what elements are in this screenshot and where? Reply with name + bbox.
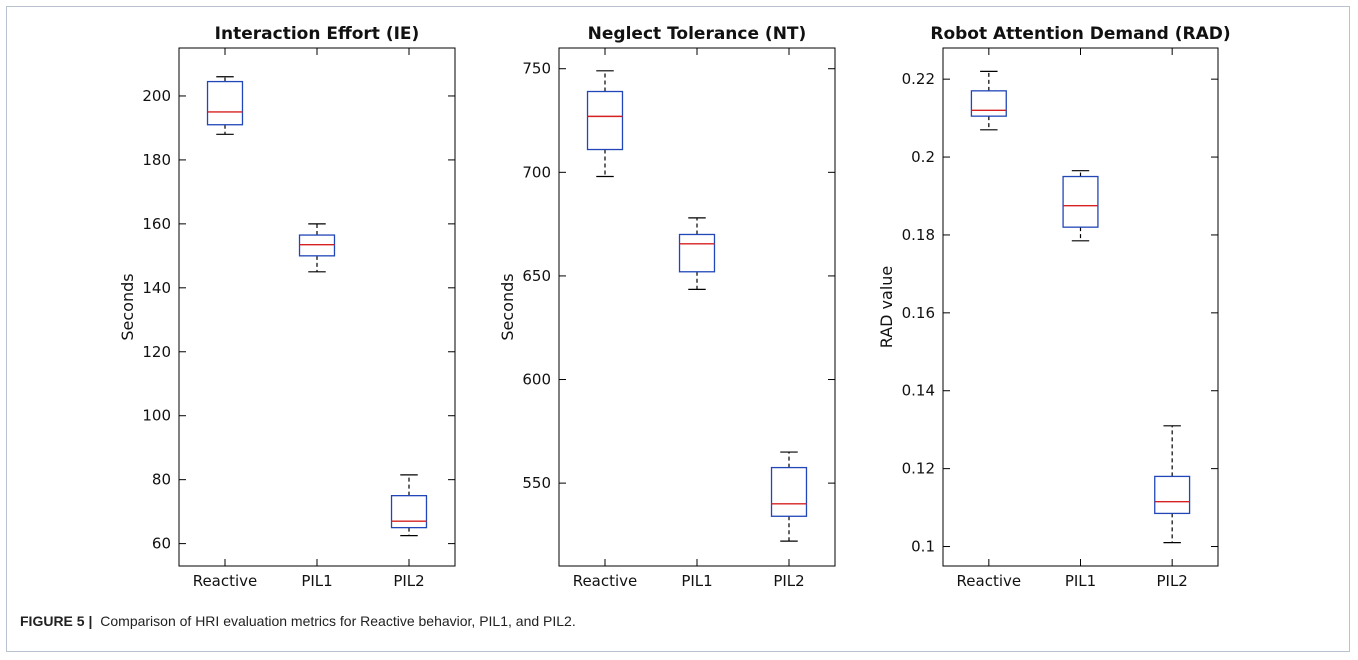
y-tick-label: 80 xyxy=(152,471,171,489)
chart-title: Neglect Tolerance (NT) xyxy=(588,24,807,44)
x-tick-label: Reactive xyxy=(957,572,1022,590)
x-tick-label: Reactive xyxy=(573,572,638,590)
y-tick-label: 0.16 xyxy=(902,304,935,322)
box-reactive xyxy=(970,70,1007,131)
iqr-box xyxy=(1154,475,1191,515)
y-tick-label: 100 xyxy=(142,407,171,425)
x-tick-label: PIL2 xyxy=(393,572,424,590)
chart-title: Robot Attention Demand (RAD) xyxy=(930,24,1230,44)
y-tick-label: 0.1 xyxy=(911,538,935,556)
y-tick-label: 200 xyxy=(142,87,171,105)
iqr-box xyxy=(390,495,428,529)
chart-panel-1: Interaction Effort (IE) Seconds 60 80 100 120… xyxy=(118,24,456,590)
y-tick-label: 750 xyxy=(522,60,551,78)
iqr-box xyxy=(298,234,336,257)
figure-label: FIGURE 5 | xyxy=(20,613,93,629)
iqr-box xyxy=(678,233,716,273)
y-tick-label: 0.22 xyxy=(902,70,935,88)
box-pil1 xyxy=(1062,170,1099,242)
chart-title: Interaction Effort (IE) xyxy=(215,24,420,44)
y-axis-label: Seconds xyxy=(498,273,517,340)
y-tick-label: 0.18 xyxy=(902,226,935,244)
box-pil2 xyxy=(390,474,428,537)
x-tick-label: PIL2 xyxy=(773,572,804,590)
y-tick-label: 120 xyxy=(142,343,171,361)
y-tick-label: 60 xyxy=(152,535,171,553)
iqr-box xyxy=(1062,175,1099,228)
y-tick-label: 600 xyxy=(522,371,551,389)
box-pil2 xyxy=(1154,425,1191,544)
y-axis-label: Seconds xyxy=(118,273,137,340)
chart-panel-2: Neglect Tolerance (NT) Seconds 550 600 650 70… xyxy=(498,24,836,590)
y-tick-label: 160 xyxy=(142,215,171,233)
x-tick-label: PIL2 xyxy=(1156,572,1187,590)
plot-area-frame xyxy=(178,47,456,567)
chart-panel-3: Robot Attention Demand (RAD) RAD value 0.1… xyxy=(877,24,1231,590)
y-tick-label: 700 xyxy=(522,163,551,181)
x-tick-label: PIL1 xyxy=(1065,572,1096,590)
y-axis-label: RAD value xyxy=(877,266,896,349)
box-pil1 xyxy=(678,217,716,290)
y-tick-label: 650 xyxy=(522,267,551,285)
y-tick-label: 140 xyxy=(142,279,171,297)
iqr-box xyxy=(770,466,808,517)
box-pil2 xyxy=(770,451,808,542)
figure-frame xyxy=(6,6,1350,652)
iqr-box xyxy=(206,80,244,126)
y-tick-label: 0.14 xyxy=(902,382,935,400)
box-reactive xyxy=(206,76,244,135)
y-tick-label: 0.12 xyxy=(902,460,935,478)
y-tick-label: 0.2 xyxy=(911,148,935,166)
caption-text: Comparison of HRI evaluation metrics for… xyxy=(100,613,576,629)
box-reactive xyxy=(586,70,624,178)
iqr-box xyxy=(586,90,624,151)
x-tick-label: PIL1 xyxy=(681,572,712,590)
y-tick-label: 180 xyxy=(142,151,171,169)
x-tick-label: PIL1 xyxy=(301,572,332,590)
x-tick-label: Reactive xyxy=(193,572,258,590)
iqr-box xyxy=(970,90,1007,117)
y-tick-label: 550 xyxy=(522,474,551,492)
box-pil1 xyxy=(298,223,336,273)
figure-caption: FIGURE 5 | Comparison of HRI evaluation … xyxy=(20,613,576,629)
